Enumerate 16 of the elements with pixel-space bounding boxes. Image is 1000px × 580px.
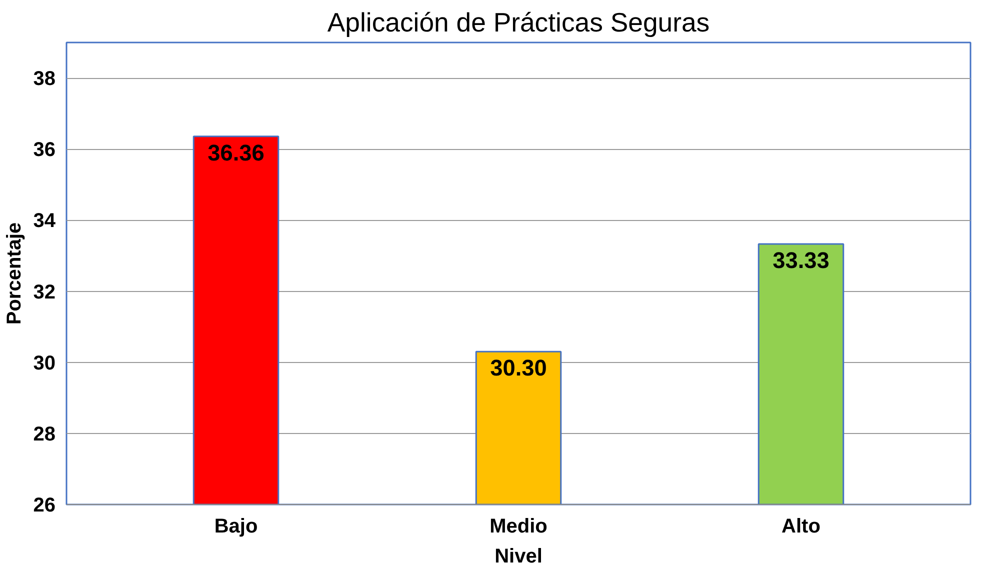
y-axis-title: Porcentaje (3, 222, 26, 325)
x-tick-label: Bajo (214, 516, 258, 538)
y-tick-label: 26 (33, 494, 56, 516)
x-axis-title: Nivel (494, 546, 542, 568)
y-tick-label: 30 (33, 352, 56, 374)
y-tick-label: 32 (33, 281, 56, 304)
y-tick-label: 38 (33, 68, 56, 90)
y-tick-label: 36 (33, 139, 56, 162)
x-tick-label: Alto (782, 516, 820, 538)
x-tick-label: Medio (490, 516, 548, 538)
chart-title: Aplicación de Prácticas Seguras (327, 8, 710, 38)
y-tick-label: 34 (33, 210, 56, 232)
y-tick-label: 28 (33, 423, 56, 446)
data-label: 33.33 (772, 247, 830, 274)
data-label: 30.30 (490, 354, 547, 381)
data-label: 36.36 (208, 139, 264, 166)
